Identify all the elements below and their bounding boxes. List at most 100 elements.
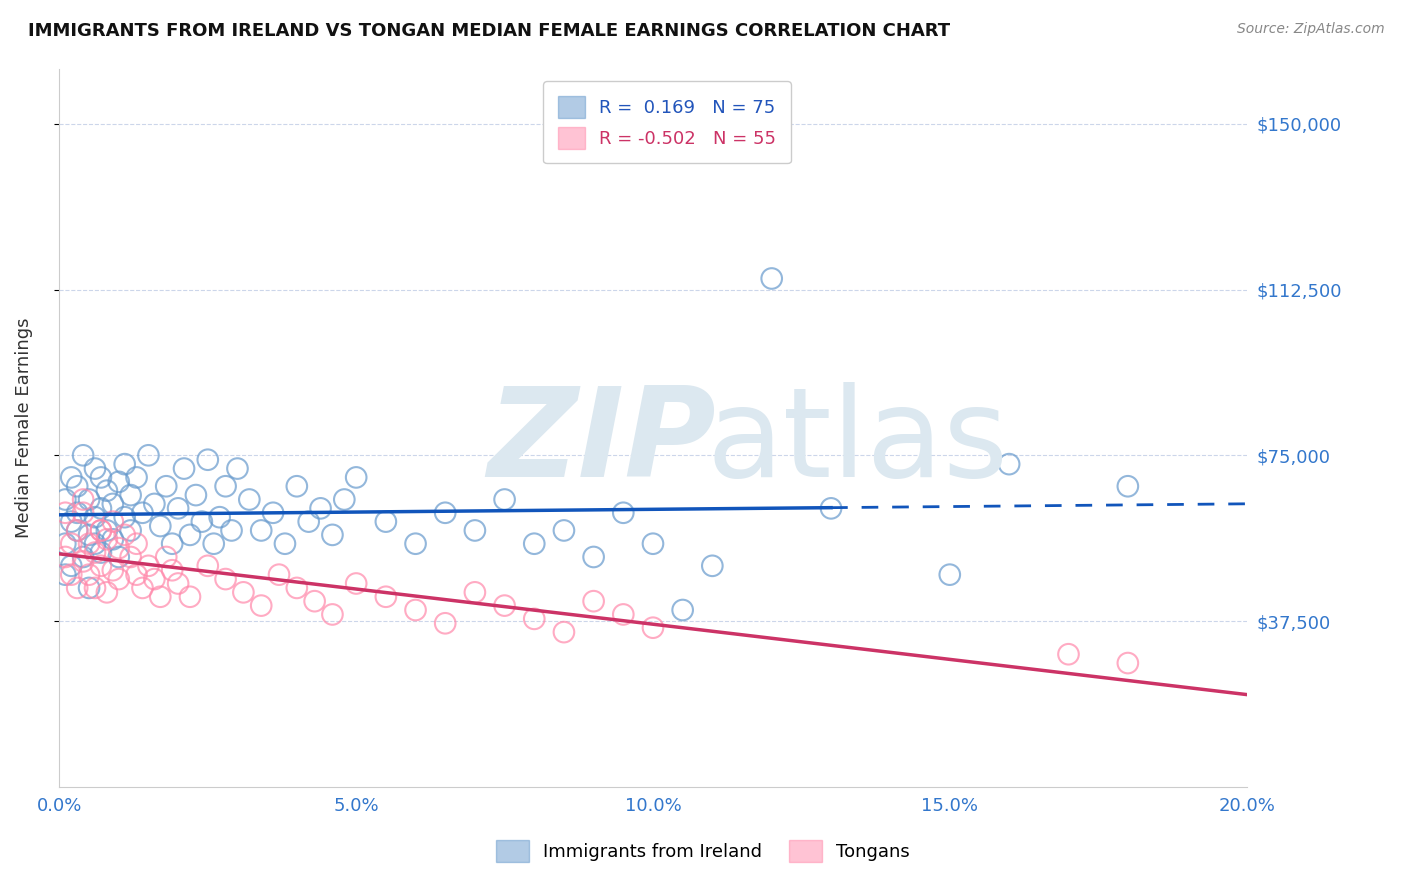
Point: [72, 554, 94, 568]
Point: [250, 599, 273, 613]
Point: [374, 590, 396, 604]
Point: [405, 603, 427, 617]
Point: [77, 492, 100, 507]
Point: [1116, 656, 1139, 670]
Point: [77, 537, 100, 551]
Point: [138, 558, 160, 573]
Point: [298, 515, 321, 529]
Point: [120, 488, 142, 502]
Point: [612, 506, 634, 520]
Point: [582, 549, 605, 564]
Point: [333, 492, 356, 507]
Point: [53, 567, 76, 582]
Point: [160, 537, 183, 551]
Point: [208, 510, 231, 524]
Point: [155, 549, 177, 564]
Point: [96, 585, 118, 599]
Point: [226, 461, 249, 475]
Point: [672, 603, 695, 617]
Point: [96, 524, 118, 538]
Point: [221, 524, 243, 538]
Point: [820, 501, 842, 516]
Point: [77, 581, 100, 595]
Point: [494, 492, 516, 507]
Point: [84, 461, 107, 475]
Legend: R =  0.169   N = 75, R = -0.502   N = 55: R = 0.169 N = 75, R = -0.502 N = 55: [543, 81, 790, 163]
Point: [107, 549, 129, 564]
Point: [274, 537, 297, 551]
Point: [184, 488, 207, 502]
Point: [197, 558, 219, 573]
Point: [66, 479, 89, 493]
Point: [641, 621, 664, 635]
Point: [60, 470, 83, 484]
Point: [214, 479, 236, 493]
Point: [60, 537, 83, 551]
Point: [582, 594, 605, 608]
Point: [72, 549, 94, 564]
Point: [66, 581, 89, 595]
Point: [120, 549, 142, 564]
Point: [53, 549, 76, 564]
Point: [66, 524, 89, 538]
Point: [107, 475, 129, 489]
Point: [191, 515, 214, 529]
Point: [53, 492, 76, 507]
Point: [149, 519, 172, 533]
Point: [167, 576, 190, 591]
Point: [77, 567, 100, 582]
Point: [304, 594, 326, 608]
Point: [125, 567, 148, 582]
Point: [60, 567, 83, 582]
Point: [96, 483, 118, 498]
Point: [167, 501, 190, 516]
Point: [173, 461, 195, 475]
Point: [197, 452, 219, 467]
Point: [125, 537, 148, 551]
Point: [321, 528, 343, 542]
Point: [143, 572, 166, 586]
Point: [60, 515, 83, 529]
Point: [939, 567, 962, 582]
Point: [114, 457, 136, 471]
Point: [90, 501, 112, 516]
Point: [160, 563, 183, 577]
Point: [60, 558, 83, 573]
Point: [434, 506, 457, 520]
Point: [1116, 479, 1139, 493]
Text: Source: ZipAtlas.com: Source: ZipAtlas.com: [1237, 22, 1385, 37]
Point: [612, 607, 634, 622]
Point: [66, 524, 89, 538]
Point: [101, 533, 124, 547]
Point: [72, 492, 94, 507]
Point: [232, 585, 254, 599]
Text: ZIP: ZIP: [486, 382, 716, 502]
Point: [285, 581, 308, 595]
Point: [72, 506, 94, 520]
Point: [553, 524, 575, 538]
Point: [90, 470, 112, 484]
Point: [641, 537, 664, 551]
Point: [101, 563, 124, 577]
Point: [125, 470, 148, 484]
Point: [90, 524, 112, 538]
Point: [90, 524, 112, 538]
Point: [202, 537, 225, 551]
Point: [149, 590, 172, 604]
Point: [131, 506, 153, 520]
Point: [267, 567, 290, 582]
Y-axis label: Median Female Earnings: Median Female Earnings: [15, 318, 32, 538]
Point: [84, 581, 107, 595]
Point: [120, 524, 142, 538]
Point: [344, 576, 367, 591]
Point: [53, 506, 76, 520]
Point: [285, 479, 308, 493]
Point: [96, 533, 118, 547]
Point: [374, 515, 396, 529]
Point: [262, 506, 284, 520]
Point: [523, 612, 546, 626]
Point: [107, 541, 129, 556]
Point: [464, 524, 486, 538]
Point: [553, 625, 575, 640]
Point: [155, 479, 177, 493]
